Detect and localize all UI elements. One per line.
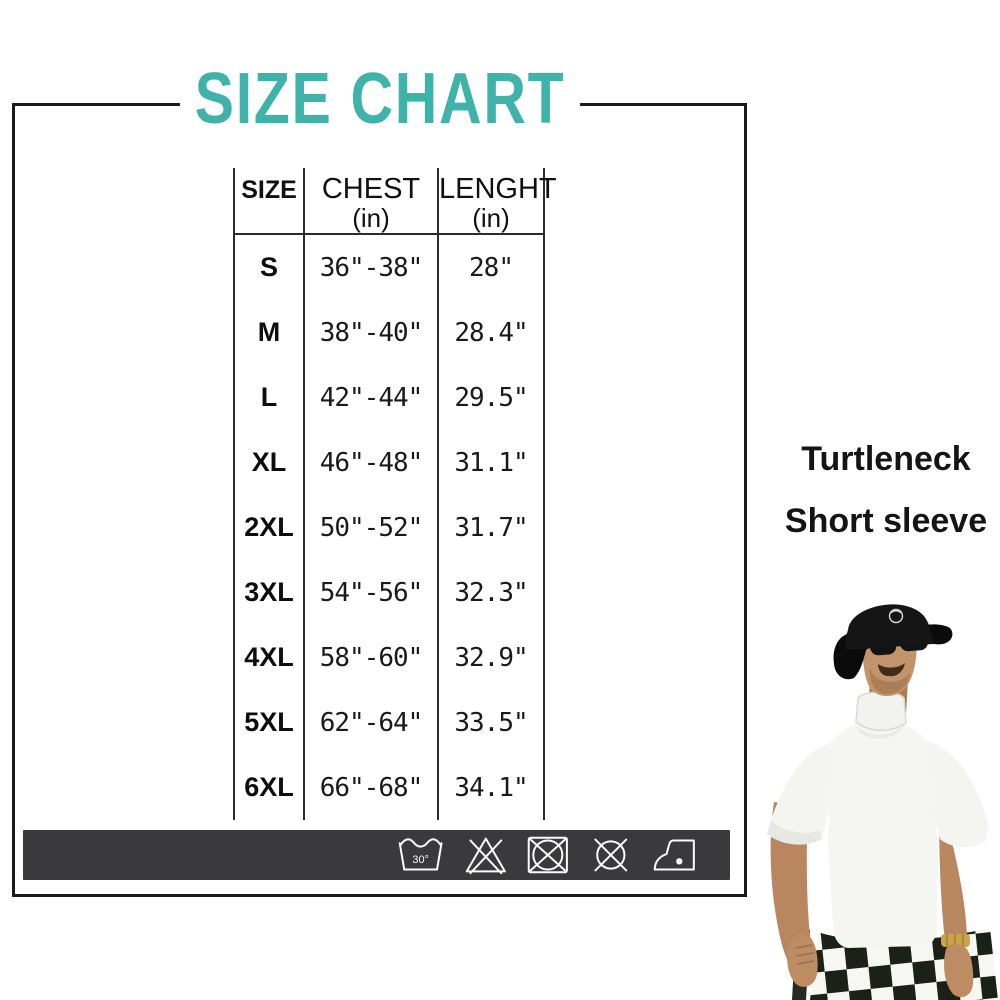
product-feature-short-sleeve: Short sleeve: [784, 502, 988, 540]
length-cell: 32.3": [437, 560, 545, 625]
length-cell: 31.1": [437, 430, 545, 495]
wash-temp-label: 30°: [413, 854, 429, 866]
product-feature-turtleneck: Turtleneck: [801, 440, 971, 478]
size-table: SIZE CHEST (in) LENGHT (in) S 36"-38" 28…: [233, 168, 557, 820]
length-cell: 28.4": [437, 300, 545, 365]
table-row: 2XL 50"-52" 31.7": [233, 495, 545, 560]
model-photo: [767, 604, 998, 1000]
col-header-length-label: LENGHT: [439, 173, 557, 205]
col-header-size: SIZE: [233, 168, 304, 235]
mock-neck-collar: [855, 691, 907, 732]
product-label: Turtleneck Short sleeve: [772, 442, 1000, 538]
model-right-hand: [944, 944, 974, 998]
chest-cell: 62"-64": [303, 690, 438, 755]
chest-cell: 54"-56": [303, 560, 438, 625]
table-row: L 42"-44" 29.5": [233, 365, 545, 430]
model-left-hand: [787, 934, 818, 987]
col-header-chest: CHEST (in): [303, 168, 438, 235]
col-header-chest-label: CHEST: [321, 173, 421, 205]
care-instructions-bar: 30°: [23, 830, 730, 880]
length-cell: 29.5": [437, 365, 545, 430]
chest-cell: 58"-60": [303, 625, 438, 690]
length-cell: 31.7": [437, 495, 545, 560]
length-cell: 32.9": [437, 625, 545, 690]
size-cell: L: [233, 365, 304, 430]
table-row: 5XL 62"-64" 33.5": [233, 690, 545, 755]
page-title: SIZE CHART: [179, 62, 580, 137]
hat-logo: [888, 608, 904, 624]
length-cell: 33.5": [437, 690, 545, 755]
mustache: [878, 663, 905, 677]
bucket-hat-crown: [845, 604, 933, 650]
size-cell: 5XL: [233, 690, 304, 755]
model-left-arm: [770, 802, 814, 973]
size-cell: M: [233, 300, 304, 365]
length-cell: 34.1": [437, 755, 545, 820]
size-cell: XL: [233, 430, 304, 495]
chest-cell: 66"-68": [303, 755, 438, 820]
table-header-row: SIZE CHEST (in) LENGHT (in): [233, 168, 557, 235]
size-cell: S: [233, 234, 304, 300]
chest-cell: 46"-48": [303, 430, 438, 495]
col-header-chest-unit: (in): [352, 203, 390, 233]
size-cell: 6XL: [233, 755, 304, 820]
col-header-length: LENGHT (in): [437, 168, 557, 235]
size-cell: 4XL: [233, 625, 304, 690]
stubble: [869, 668, 910, 695]
do-not-bleach-icon: [465, 837, 506, 875]
title-row: SIZE CHART: [12, 62, 747, 137]
col-header-size-label: SIZE: [241, 176, 297, 204]
table-row: 4XL 58"-60" 32.9": [233, 625, 545, 690]
do-not-dry-clean-icon: [594, 838, 628, 872]
wash-30-icon: 30°: [399, 838, 443, 871]
table-row: M 38"-40" 28.4": [233, 300, 545, 365]
iron-one-dot-icon: [653, 839, 695, 871]
table-row: 3XL 54"-56" 32.3": [233, 560, 545, 625]
size-cell: 3XL: [233, 560, 304, 625]
size-cell: 2XL: [233, 495, 304, 560]
chest-cell: 38"-40": [303, 300, 438, 365]
left-hand-fingers: [795, 944, 815, 965]
chest-cell: 42"-44": [303, 365, 438, 430]
white-turtleneck-tee: [767, 691, 989, 948]
col-header-length-unit: (in): [472, 203, 510, 233]
table-row: XL 46"-48" 31.1": [233, 430, 545, 495]
table-row: S 36"-38" 28": [233, 234, 545, 300]
length-cell: 28": [437, 234, 545, 300]
chest-cell: 36"-38": [303, 234, 438, 300]
do-not-tumble-dry-icon: [528, 836, 569, 874]
chest-cell: 50"-52": [303, 495, 438, 560]
table-row: 6XL 66"-68" 34.1": [233, 755, 545, 820]
